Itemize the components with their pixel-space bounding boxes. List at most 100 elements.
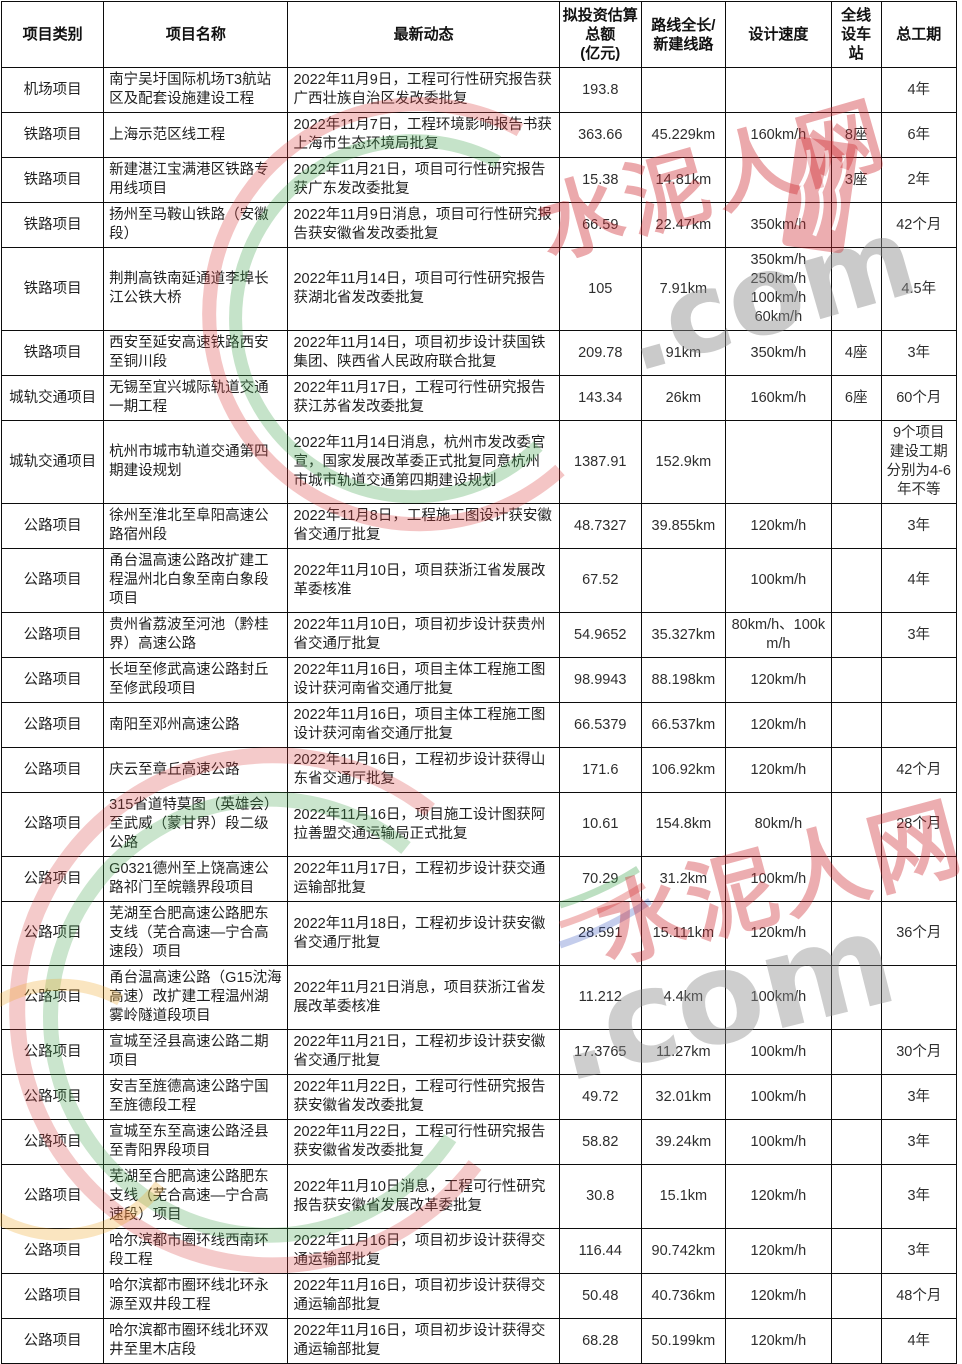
cell-investment: 171.6 [558, 747, 642, 793]
cell-latest-news: 2022年11月9日，工程可行性研究报告获广西壮族自治区发改委批复 [287, 67, 560, 113]
cell-speed: 120km/h [724, 503, 832, 549]
cell-category: 公路项目 [0, 612, 105, 658]
cell-project-name: 芜湖至合肥高速公路肥东支线（芜合高速—宁合高速段）项目 [103, 901, 289, 966]
cell-investment: 105 [558, 247, 642, 331]
cell-length: 50.199km [640, 1318, 726, 1364]
cell-category: 铁路项目 [0, 157, 105, 203]
cell-duration: 28个月 [880, 792, 958, 857]
cell-stations [830, 792, 882, 857]
cell-stations [830, 1318, 882, 1364]
header-row: 项目类别 项目名称 最新动态 拟投资估算 总额 (亿元) 路线全长/新建线路 设… [0, 1, 958, 68]
cell-investment: 98.9943 [558, 657, 642, 703]
cell-stations [830, 548, 882, 613]
cell-stations [830, 67, 882, 113]
cell-project-name: 甬台温高速公路（G15沈海高速）改扩建工程温州湖雾岭隧道段项目 [103, 965, 289, 1030]
cell-investment: 48.7327 [558, 503, 642, 549]
table-row: 公路项目 庆云至章丘高速公路 2022年11月16日，工程初步设计获得山东省交通… [0, 747, 958, 793]
table-row: 公路项目 安吉至旌德高速公路宁国至旌德段工程 2022年11月22日，工程可行性… [0, 1074, 958, 1120]
table-row: 公路项目 哈尔滨都市圈环线北环永源至双井段工程 2022年11月16日，项目初步… [0, 1273, 958, 1319]
table-row: 公路项目 徐州至淮北至阜阳高速公路宿州段 2022年11月8日，工程施工图设计获… [0, 503, 958, 549]
cell-stations [830, 747, 882, 793]
cell-category: 机场项目 [0, 67, 105, 113]
cell-duration: 4年 [880, 548, 958, 613]
cell-length: 14.81km [640, 157, 726, 203]
table-row: 公路项目 315省道特莫图（英雄会）至武威（蒙甘界）段二级公路 2022年11月… [0, 792, 958, 857]
cell-stations [830, 702, 882, 748]
cell-project-name: G0321德州至上饶高速公路祁门至皖赣界段项目 [103, 856, 289, 902]
cell-latest-news: 2022年11月21日，项目可行性研究报告获广东发改委批复 [287, 157, 560, 203]
cell-category: 公路项目 [0, 1029, 105, 1075]
cell-latest-news: 2022年11月7日，工程环境影响报告书获上海市生态环境局批复 [287, 112, 560, 158]
cell-stations [830, 503, 882, 549]
cell-length: 39.24km [640, 1119, 726, 1165]
cell-project-name: 上海示范区线工程 [103, 112, 289, 158]
cell-project-name: 西安至延安高速铁路西安至铜川段 [103, 330, 289, 376]
table-row: 城轨交通项目 无锡至宜兴城际轨道交通一期工程 2022年11月17日，工程可行性… [0, 375, 958, 421]
cell-category: 城轨交通项目 [0, 420, 105, 504]
cell-speed: 120km/h [724, 657, 832, 703]
cell-category: 铁路项目 [0, 330, 105, 376]
table-row: 公路项目 宣城至泾县高速公路二期项目 2022年11月21日，工程初步设计获安徽… [0, 1029, 958, 1075]
cell-category: 公路项目 [0, 548, 105, 613]
table-row: 公路项目 哈尔滨都市圈环线西南环段工程 2022年11月16日，项目初步设计获得… [0, 1228, 958, 1274]
cell-latest-news: 2022年11月10日，项目获浙江省发展改革委核准 [287, 548, 560, 613]
cell-speed: 120km/h [724, 1273, 832, 1319]
cell-investment: 66.5379 [558, 702, 642, 748]
cell-length: 15.111km [640, 901, 726, 966]
cell-investment: 67.52 [558, 548, 642, 613]
cell-investment: 1387.91 [558, 420, 642, 504]
cell-project-name: 哈尔滨都市圈环线北环永源至双井段工程 [103, 1273, 289, 1319]
table-row: 公路项目 宣城至东至高速公路泾县至青阳界段项目 2022年11月22日，工程可行… [0, 1119, 958, 1165]
cell-speed: 120km/h [724, 901, 832, 966]
cell-investment: 193.8 [558, 67, 642, 113]
cell-investment: 10.61 [558, 792, 642, 857]
cell-duration: 4年 [880, 67, 958, 113]
cell-investment: 50.48 [558, 1273, 642, 1319]
cell-project-name: 新建湛江宝满港区铁路专用线项目 [103, 157, 289, 203]
cell-length: 45.229km [640, 112, 726, 158]
cell-length: 31.2km [640, 856, 726, 902]
cell-investment: 49.72 [558, 1074, 642, 1120]
cell-length: 88.198km [640, 657, 726, 703]
cell-latest-news: 2022年11月16日，项目主体工程施工图设计获河南省交通厅批复 [287, 657, 560, 703]
cell-duration: 36个月 [880, 901, 958, 966]
cell-project-name: 长垣至修武高速公路封丘至修武段项目 [103, 657, 289, 703]
cell-speed: 350km/h [724, 330, 832, 376]
cell-latest-news: 2022年11月17日，工程初步设计获交通运输部批复 [287, 856, 560, 902]
cell-latest-news: 2022年11月14日，项目可行性研究报告获湖北省发改委批复 [287, 247, 560, 331]
cell-investment: 116.44 [558, 1228, 642, 1274]
cell-category: 公路项目 [0, 1318, 105, 1364]
cell-speed: 100km/h [724, 1119, 832, 1165]
cell-speed: 100km/h [724, 1029, 832, 1075]
header-news: 最新动态 [287, 1, 560, 68]
header-duration: 总工期 [880, 1, 958, 68]
cell-speed: 120km/h [724, 702, 832, 748]
cell-length: 106.92km [640, 747, 726, 793]
header-category: 项目类别 [0, 1, 105, 68]
cell-duration: 3年 [880, 1164, 958, 1229]
cell-category: 铁路项目 [0, 247, 105, 331]
cell-investment: 11.212 [558, 965, 642, 1030]
cell-category: 公路项目 [0, 1273, 105, 1319]
table-row: 铁路项目 新建湛江宝满港区铁路专用线项目 2022年11月21日，项目可行性研究… [0, 157, 958, 203]
cell-category: 城轨交通项目 [0, 375, 105, 421]
cell-speed: 80km/h、100km/h [724, 612, 832, 658]
cell-project-name: 无锡至宜兴城际轨道交通一期工程 [103, 375, 289, 421]
cell-stations [830, 965, 882, 1030]
cell-investment: 30.8 [558, 1164, 642, 1229]
cell-latest-news: 2022年11月16日，工程初步设计获得山东省交通厅批复 [287, 747, 560, 793]
cell-stations: 8座 [830, 112, 882, 158]
cell-latest-news: 2022年11月17日，工程可行性研究报告获江苏省发改委批复 [287, 375, 560, 421]
cell-investment: 15.38 [558, 157, 642, 203]
cell-duration [880, 657, 958, 703]
cell-duration [880, 856, 958, 902]
cell-investment: 363.66 [558, 112, 642, 158]
cell-speed: 120km/h [724, 1318, 832, 1364]
cell-duration: 3年 [880, 1074, 958, 1120]
cell-latest-news: 2022年11月21日消息，项目获浙江省发展改革委核准 [287, 965, 560, 1030]
cell-project-name: 贵州省荔波至河池（黔桂界）高速公路 [103, 612, 289, 658]
table-row: 公路项目 贵州省荔波至河池（黔桂界）高速公路 2022年11月10日，项目初步设… [0, 612, 958, 658]
cell-latest-news: 2022年11月8日，工程施工图设计获安徽省交通厅批复 [287, 503, 560, 549]
cell-speed: 100km/h [724, 856, 832, 902]
cell-project-name: 徐州至淮北至阜阳高速公路宿州段 [103, 503, 289, 549]
